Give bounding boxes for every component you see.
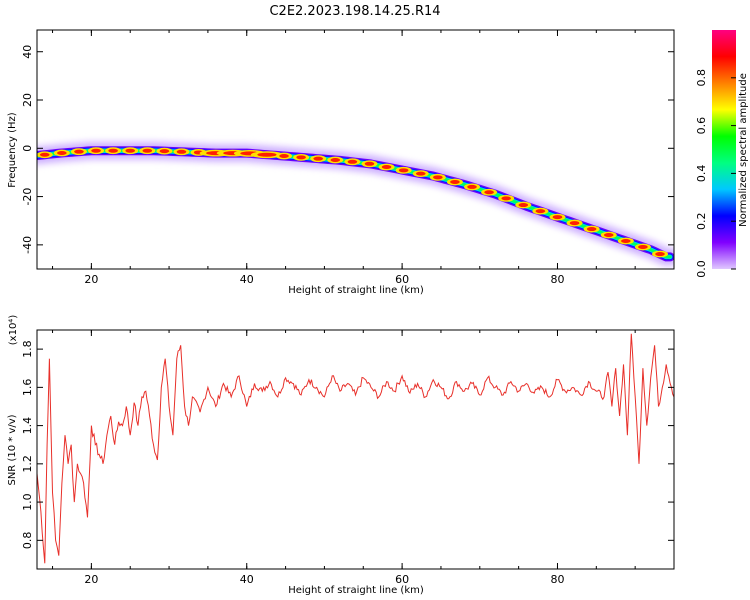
spectrogram-spot-core xyxy=(142,148,153,153)
snr-ytick-label: 1.2 xyxy=(21,455,34,473)
spectrogram-spot-core xyxy=(603,233,614,238)
colorbar-tick-label: 0.0 xyxy=(695,260,708,278)
spectrogram-spot-core xyxy=(91,148,101,153)
spectrogram-spot-core xyxy=(535,209,546,214)
spectrogram-spot-core xyxy=(569,221,580,226)
spectrogram-ytick-label: 0 xyxy=(21,145,34,152)
spectrogram-ridge xyxy=(37,139,674,268)
spectrogram-spot-core xyxy=(279,154,289,159)
spectrogram-ytick-label: 20 xyxy=(21,93,34,107)
snr-ticks: 20 40 60 80 0.8 1.0 1.2 1.4 1.6 1.8 xyxy=(21,330,675,586)
snr-ylabel: SNR (10 * v/v) xyxy=(7,414,18,485)
spectrogram-spot-core xyxy=(159,149,170,154)
snr-xtick-label: 60 xyxy=(395,573,409,586)
snr-ytick-label: 1.0 xyxy=(21,493,34,511)
spectrogram-ylabel: Frequency (Hz) xyxy=(7,112,18,188)
spectrogram-spot-core xyxy=(398,168,409,173)
spectrogram-xtick-label: 40 xyxy=(240,273,254,286)
colorbar-tick-label: 0.8 xyxy=(695,69,708,87)
spectrogram-spot-core xyxy=(39,152,50,157)
spectrogram-ytick-label: 40 xyxy=(21,45,34,59)
chart-title: C2E2.2023.198.14.25.R14 xyxy=(269,4,440,19)
spectrogram-spot-core xyxy=(108,148,118,153)
snr-xtick-label: 20 xyxy=(84,573,98,586)
spectrogram-frame xyxy=(36,29,675,270)
snr-ytick-label: 1.8 xyxy=(21,340,34,358)
spectrogram-xtick-label: 60 xyxy=(395,273,409,286)
spectrogram-spot-core xyxy=(450,179,460,184)
snr-ytick-label: 0.8 xyxy=(21,532,34,550)
spectrogram-spot-core xyxy=(621,238,631,243)
spectrogram-band xyxy=(37,143,674,264)
spectrogram-spot-core xyxy=(415,171,426,176)
snr-ytick-label: 1.4 xyxy=(21,417,34,435)
spectrogram-spot-core xyxy=(296,155,306,160)
colorbar-tick-label: 0.4 xyxy=(695,165,708,183)
snr-xlabel: Height of straight line (km) xyxy=(288,585,424,596)
spectrogram-spot-core xyxy=(381,165,392,170)
spectrogram-spot-core xyxy=(125,148,136,153)
spectrogram-spot-core xyxy=(330,158,341,163)
spectrogram-xtick-label: 20 xyxy=(84,273,98,286)
spectrogram-spot-core xyxy=(74,149,84,154)
spectrogram-ytick-label: -40 xyxy=(21,236,34,254)
spectrogram-panel: 20 40 60 80 40 20 0 -20 -40 Height of straight l… xyxy=(7,29,675,296)
spectrogram-ticks: 20 40 60 80 40 20 0 -20 -40 xyxy=(21,30,675,286)
colorbar-tick-label: 0.6 xyxy=(695,117,708,135)
spectrogram-spot-core xyxy=(655,252,665,257)
spectrogram-spot-core xyxy=(586,227,597,232)
spectrogram-spot-core xyxy=(347,159,358,164)
spectrogram-xtick-label: 80 xyxy=(550,273,564,286)
spectrogram-spot-core xyxy=(257,152,277,157)
spectrogram-spot-core xyxy=(638,244,648,249)
colorbar-ticks: 0.0 0.2 0.4 0.6 0.8 xyxy=(695,69,736,278)
spectrogram-spot-core xyxy=(364,161,375,166)
spectrogram-spot-core xyxy=(433,175,443,180)
spectrogram-spot-core xyxy=(467,184,477,189)
spectrogram-ytick-label: -20 xyxy=(21,188,34,206)
colorbar-label: Normalized spectral amplitude xyxy=(738,73,749,227)
snr-panel: 20 40 60 80 0.8 1.0 1.2 1.4 1.6 1.8 (x10⁴) Height… xyxy=(7,315,675,596)
snr-exponent: (x10⁴) xyxy=(8,315,19,346)
colorbar-gradient xyxy=(712,30,736,269)
snr-ytick-label: 1.6 xyxy=(21,379,34,397)
spectrogram-spot-core xyxy=(501,196,512,201)
snr-frame xyxy=(36,329,675,570)
snr-xtick-label: 80 xyxy=(550,573,564,586)
snr-xtick-label: 40 xyxy=(240,573,254,586)
spectrogram-xlabel: Height of straight line (km) xyxy=(288,285,424,296)
spectrogram-spot-core xyxy=(313,156,324,161)
spectrogram-spot-core xyxy=(57,151,67,156)
spectrogram-spot-core xyxy=(176,149,187,154)
colorbar-tick-label: 0.2 xyxy=(695,212,708,230)
colorbar: 0.0 0.2 0.4 0.6 0.8 Normalized spectral ampl… xyxy=(695,30,749,278)
spectrogram-spot-core xyxy=(552,215,563,220)
snr-series-line xyxy=(37,333,674,564)
spectrogram-spot-core xyxy=(518,203,529,208)
spectrogram-spot-core xyxy=(484,190,494,195)
